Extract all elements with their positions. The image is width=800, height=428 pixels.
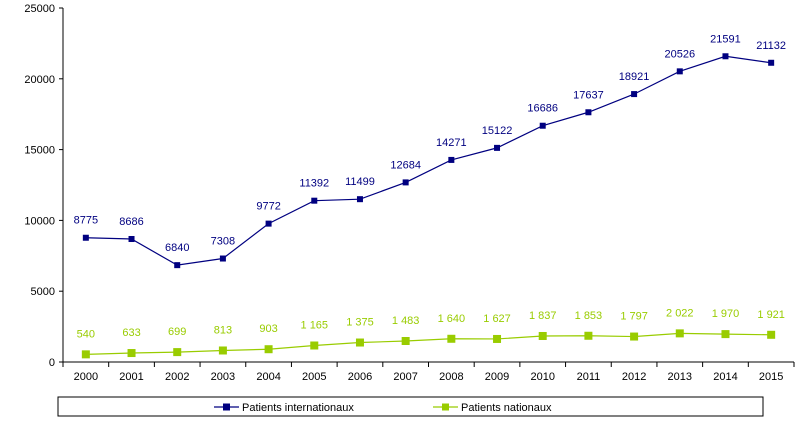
y-tick-label: 10000 xyxy=(24,215,55,227)
data-label: 21591 xyxy=(710,33,741,45)
x-tick-label: 2012 xyxy=(622,371,646,383)
data-point xyxy=(447,334,456,343)
data-point xyxy=(539,122,546,129)
x-tick-label: 2004 xyxy=(256,371,280,383)
data-point xyxy=(311,197,318,204)
data-label: 8775 xyxy=(74,215,98,227)
x-tick-label: 2000 xyxy=(74,371,98,383)
data-label: 18921 xyxy=(619,71,650,83)
y-tick-label: 0 xyxy=(49,357,55,369)
x-tick-label: 2011 xyxy=(577,371,601,383)
data-point xyxy=(448,156,455,163)
x-tick-label: 2005 xyxy=(302,371,326,383)
legend-label: Patients nationaux xyxy=(461,402,552,414)
data-label: 540 xyxy=(77,328,95,340)
x-tick-label: 2013 xyxy=(668,371,692,383)
data-point xyxy=(356,196,363,203)
legend xyxy=(57,396,764,417)
data-label: 1 627 xyxy=(483,313,511,325)
legend-marker xyxy=(442,403,449,411)
data-point xyxy=(310,341,319,350)
data-point xyxy=(675,329,684,338)
data-label: 20526 xyxy=(664,48,695,60)
x-tick-label: 2002 xyxy=(165,371,189,383)
y-tick-label: 20000 xyxy=(24,74,55,86)
data-point xyxy=(401,337,410,346)
data-label: 903 xyxy=(259,323,277,335)
data-label: 6840 xyxy=(165,242,189,254)
series-line-1 xyxy=(85,332,772,355)
data-point xyxy=(585,109,592,116)
data-label: 1 375 xyxy=(346,317,374,329)
data-point xyxy=(631,91,638,98)
x-tick-label: 2008 xyxy=(439,371,463,383)
legend-label: Patients internationaux xyxy=(242,402,354,414)
legend-marker xyxy=(223,403,230,411)
data-label: 1 853 xyxy=(575,310,603,322)
data-point xyxy=(768,59,775,66)
data-label: 9772 xyxy=(256,201,280,213)
data-point xyxy=(174,262,181,269)
data-point xyxy=(630,332,639,341)
data-label: 21132 xyxy=(756,40,786,52)
data-point xyxy=(219,255,226,262)
y-tick-label: 15000 xyxy=(24,145,55,157)
data-label: 12684 xyxy=(390,159,421,171)
data-point xyxy=(584,331,593,340)
data-point xyxy=(493,334,502,343)
x-tick-label: 2007 xyxy=(393,371,417,383)
x-tick-label: 2006 xyxy=(348,371,372,383)
data-point xyxy=(265,220,272,227)
data-point xyxy=(355,338,364,347)
data-label: 1 837 xyxy=(529,310,557,322)
data-label: 1 483 xyxy=(392,315,420,327)
data-point xyxy=(767,330,776,339)
data-label: 8686 xyxy=(119,216,143,228)
data-label: 699 xyxy=(168,326,186,338)
x-tick-label: 2010 xyxy=(530,371,554,383)
data-point xyxy=(538,331,547,340)
data-label: 1 921 xyxy=(757,309,785,321)
data-point xyxy=(721,330,730,339)
data-label: 1 797 xyxy=(620,311,648,323)
data-label: 11499 xyxy=(345,176,375,188)
data-point xyxy=(676,68,683,75)
data-label: 1 970 xyxy=(712,308,740,320)
data-label: 7308 xyxy=(211,236,235,248)
data-label: 16686 xyxy=(527,103,558,115)
data-point xyxy=(81,350,90,359)
data-label: 633 xyxy=(122,327,140,339)
data-label: 11392 xyxy=(299,178,329,190)
data-label: 14271 xyxy=(436,137,467,149)
data-label: 15122 xyxy=(482,125,513,137)
data-point xyxy=(173,348,182,357)
series-line-0 xyxy=(85,55,772,266)
x-tick-label: 2003 xyxy=(211,371,235,383)
data-label: 17637 xyxy=(573,89,604,101)
data-point xyxy=(402,179,409,186)
data-point xyxy=(494,144,501,151)
data-label: 813 xyxy=(214,324,232,336)
x-tick-label: 2015 xyxy=(759,371,783,383)
x-tick-label: 2001 xyxy=(119,371,143,383)
data-point xyxy=(218,346,227,355)
data-point xyxy=(82,234,89,241)
x-tick-label: 2009 xyxy=(485,371,509,383)
x-tick-label: 2014 xyxy=(713,371,737,383)
data-point xyxy=(127,349,136,358)
y-tick-label: 5000 xyxy=(31,286,55,298)
data-label: 2 022 xyxy=(666,307,694,319)
data-label: 1 640 xyxy=(438,313,466,325)
y-tick-label: 25000 xyxy=(24,3,55,15)
data-point xyxy=(722,53,729,60)
data-point xyxy=(128,236,135,243)
data-label: 1 165 xyxy=(301,320,329,332)
data-point xyxy=(264,345,273,354)
